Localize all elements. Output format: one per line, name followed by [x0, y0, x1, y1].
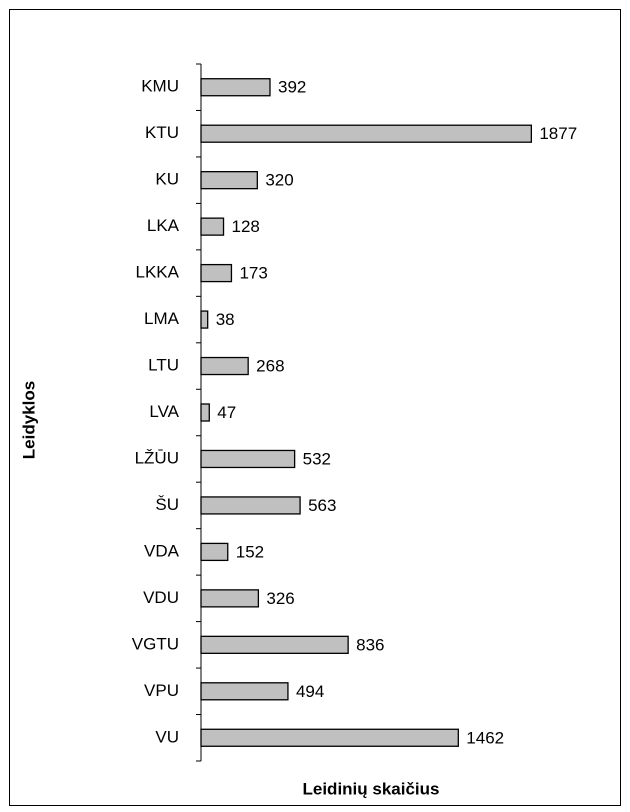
y-tick-label: KU [155, 170, 179, 189]
bar [200, 263, 233, 283]
bar [200, 728, 459, 747]
data-label: 152 [236, 542, 264, 561]
bar [200, 78, 271, 97]
y-tick-label: ŠU [155, 495, 179, 514]
bar [200, 124, 533, 143]
data-label: 1462 [466, 728, 504, 747]
y-tick-label: LMA [144, 309, 180, 328]
y-tick-label: LTU [148, 356, 179, 375]
data-label: 128 [232, 217, 260, 236]
bar [200, 217, 225, 236]
bar [200, 682, 289, 701]
data-label: 268 [256, 357, 284, 376]
y-tick-label: LVA [149, 402, 179, 421]
bar [200, 635, 349, 654]
y-axis-label: Leidyklos [19, 381, 38, 459]
data-label: 494 [296, 682, 324, 701]
y-tick-label: VDA [144, 541, 180, 560]
y-tick-label: KTU [145, 123, 179, 142]
data-label: 836 [356, 635, 384, 654]
bar [200, 449, 296, 469]
bar [200, 589, 260, 608]
bar [200, 496, 301, 515]
y-tick-label: VU [155, 727, 179, 746]
bar [200, 310, 209, 329]
data-label: 392 [278, 78, 306, 97]
data-label: 38 [216, 310, 235, 329]
data-label: 326 [266, 589, 294, 608]
y-tick-label: VDU [143, 588, 179, 607]
y-tick-label: LKKA [136, 263, 180, 282]
y-tick-label: LKA [147, 216, 180, 235]
y-tick-label: VPU [144, 681, 179, 700]
x-axis-label: Leidinių skaičius [303, 779, 440, 798]
bar [200, 542, 229, 562]
y-tick-label: LŽŪU [135, 448, 179, 467]
data-label: 320 [265, 171, 293, 190]
bar [200, 403, 210, 422]
bar [200, 356, 249, 376]
data-label: 47 [217, 403, 236, 422]
bar [200, 171, 258, 190]
data-label: 532 [303, 449, 331, 468]
data-label: 173 [239, 264, 267, 283]
y-tick-label: VGTU [132, 634, 179, 653]
data-label: 1877 [539, 124, 577, 143]
data-label: 563 [308, 496, 336, 515]
y-tick-label: KMU [141, 77, 179, 96]
